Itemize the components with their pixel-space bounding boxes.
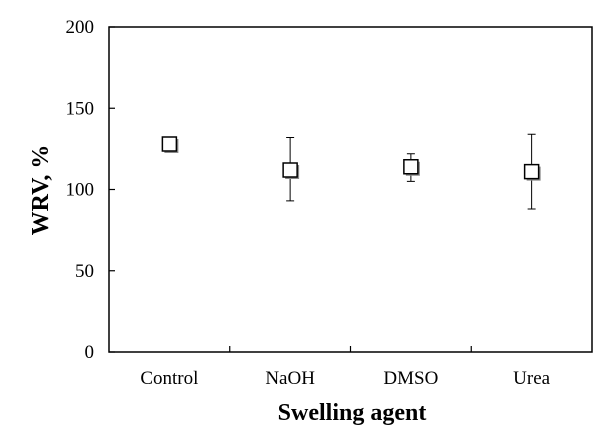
data-markers [161,136,541,181]
y-tick-label: 0 [85,342,95,363]
x-tick-label: DMSO [383,368,438,389]
y-tick-label: 150 [66,98,95,119]
data-point [161,136,178,152]
y-tick-label: 50 [75,261,94,282]
x-axis-title: Swelling agent [278,400,427,426]
x-tick-label: Urea [513,368,550,389]
y-tick-label: 100 [66,180,95,201]
y-axis-title: WRV, % [28,145,54,236]
x-axis: Control NaOH DMSO Urea [140,346,551,389]
data-point [523,163,540,180]
data-point [403,159,419,175]
plot-area [108,26,593,353]
x-tick-label: Control [140,368,198,389]
data-point [282,162,298,178]
x-tick-label: NaOH [265,368,315,389]
y-tick-label: 200 [66,17,95,38]
y-axis: 0 50 100 150 200 [66,17,115,363]
